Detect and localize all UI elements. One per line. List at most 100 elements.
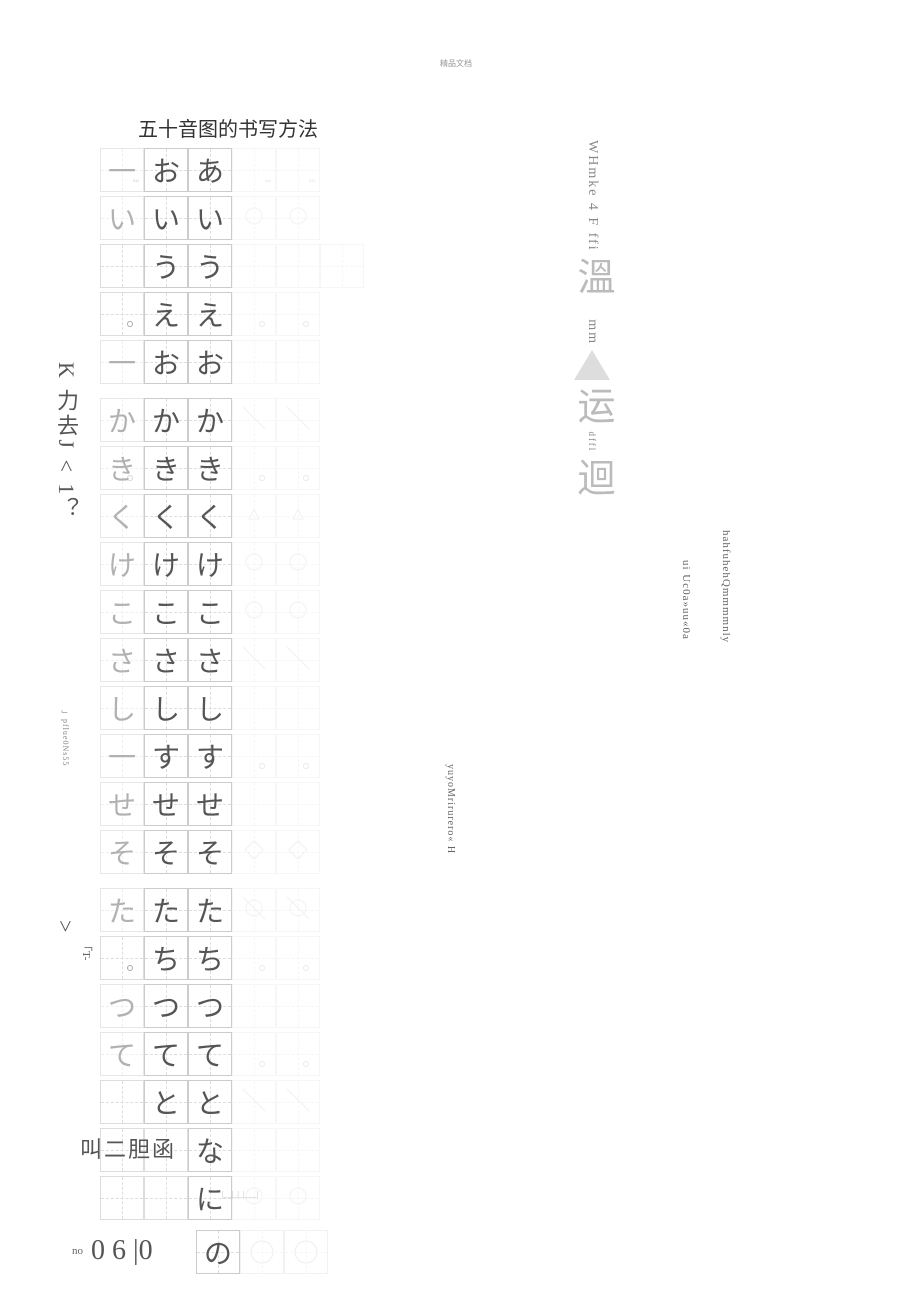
kana-cell (276, 830, 320, 874)
kana-cell: こ (144, 590, 188, 634)
kana-cell: え (144, 292, 188, 336)
kana-cell: か (100, 398, 144, 442)
kana-char: か (196, 400, 224, 440)
kana-cell (232, 340, 276, 384)
kana-cell: あ (188, 148, 232, 192)
kana-cell (232, 830, 276, 874)
kana-cell: た (144, 888, 188, 932)
kana-row: ききき (100, 446, 364, 490)
kana-cell: き (100, 446, 144, 490)
kana-cell: さ (100, 638, 144, 682)
kana-char: せ (108, 784, 136, 824)
kana-cell: け (144, 542, 188, 586)
kana-cell (232, 936, 276, 980)
kana-cell (232, 1032, 276, 1076)
kana-cell (232, 196, 276, 240)
kana-cell (144, 1176, 188, 1220)
kana-cell: こ (100, 590, 144, 634)
kana-cell (232, 244, 276, 288)
kana-row: いいい (100, 196, 364, 240)
kana-char: て (108, 1034, 136, 1074)
kana-cell: た (188, 888, 232, 932)
kana-char: う (196, 246, 224, 286)
side-text-left-4: 「T- (78, 940, 94, 960)
kana-cell (276, 494, 320, 538)
kana-cell (276, 984, 320, 1028)
kana-cell: お (144, 148, 188, 192)
kana-cell: か (188, 398, 232, 442)
kana-char: し (108, 688, 136, 728)
kana-char: こ (108, 592, 136, 632)
kana-cell: て (144, 1032, 188, 1076)
kana-row: ええ (100, 292, 364, 336)
kana-cell (232, 542, 276, 586)
footer-no: no (72, 1245, 83, 1257)
kana-cell: て (188, 1032, 232, 1076)
kana-cell: く (188, 494, 232, 538)
kana-cell (100, 244, 144, 288)
kana-cell (276, 590, 320, 634)
kana-cell (232, 782, 276, 826)
kana-cell: う (188, 244, 232, 288)
kana-cell: し (188, 686, 232, 730)
kana-char: す (152, 736, 180, 776)
footer-cell-kana: の (196, 1230, 240, 1274)
kana-char: た (108, 890, 136, 930)
kana-char: き (152, 448, 180, 488)
kana-cell (232, 398, 276, 442)
kana-char: し (152, 688, 180, 728)
kana-cell: つ (188, 984, 232, 1028)
kana-row: うう (100, 244, 364, 288)
kana-cell (100, 936, 144, 980)
kana-cell (320, 244, 364, 288)
kana-char: こ (152, 592, 180, 632)
kana-row: つつつ (100, 984, 364, 1028)
kana-cell: か (144, 398, 188, 442)
kana-cell: お (188, 340, 232, 384)
kana-char: お (152, 150, 180, 190)
kana-row: ちち (100, 936, 364, 980)
kana-cell (276, 888, 320, 932)
kana-row: くくく (100, 494, 364, 538)
side-text-right-col1: WHmke 4 F ffi 溫 mm 运 dffl 迴 (565, 140, 620, 498)
kana-cell (276, 446, 320, 490)
kana-cell (100, 1176, 144, 1220)
kana-char: て (152, 1034, 180, 1074)
kana-char: つ (152, 986, 180, 1026)
kana-row: 一すす (100, 734, 364, 778)
side-text-r1a: WHmke 4 F ffi (585, 140, 600, 252)
kana-cell: き (188, 446, 232, 490)
kana-cell: ち (144, 936, 188, 980)
kana-cell: け (188, 542, 232, 586)
kana-row: そそそ (100, 830, 364, 874)
kana-cell: こ (188, 590, 232, 634)
kana-cell: つ (144, 984, 188, 1028)
kana-cell (232, 494, 276, 538)
kana-char: つ (108, 986, 136, 1026)
footer-row: no 0 6 |0 (72, 1235, 153, 1267)
kana-char: け (196, 544, 224, 584)
kana-cell (232, 1080, 276, 1124)
side-text-r1c: dffl (587, 431, 597, 452)
triangle-icon (574, 350, 610, 380)
footer-cell-circle-2 (284, 1230, 328, 1274)
kana-cell (276, 638, 320, 682)
kana-char: か (152, 400, 180, 440)
kana-char: 一 (108, 342, 136, 382)
kana-char: と (152, 1082, 180, 1122)
kana-cell (276, 1080, 320, 1124)
kana-cell (276, 936, 320, 980)
kana-cell: け (100, 542, 144, 586)
kanji-1: 溫 (571, 257, 613, 297)
kana-char: け (152, 544, 180, 584)
kana-row: さささ (100, 638, 364, 682)
kana-char: く (108, 496, 136, 536)
kana-char: せ (196, 784, 224, 824)
kana-cell (232, 292, 276, 336)
kana-char: 一 (108, 150, 136, 190)
kana-cell (100, 292, 144, 336)
footer-kana-cells: の (196, 1230, 328, 1274)
side-text-left-3: > (52, 920, 78, 932)
kana-char: し (196, 688, 224, 728)
kana-char: た (152, 890, 180, 930)
